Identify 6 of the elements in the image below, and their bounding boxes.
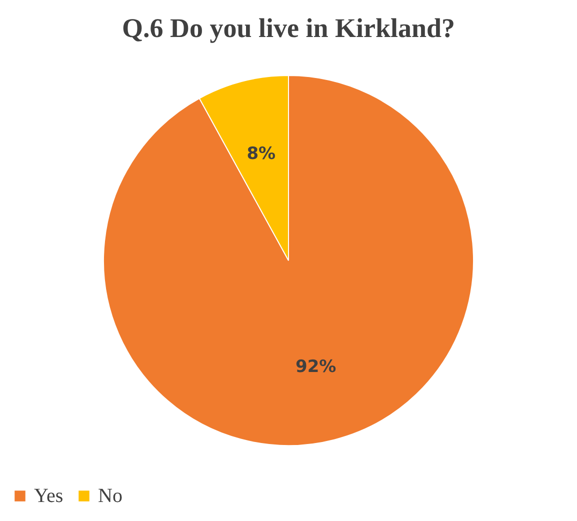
pie-slice	[103, 75, 474, 446]
data-label: 8%	[246, 144, 276, 164]
legend-label: Yes	[34, 485, 64, 507]
chart-title: Q.6 Do you live in Kirkland?	[122, 13, 456, 43]
data-label: 92%	[296, 357, 336, 378]
legend-label: No	[98, 485, 122, 507]
